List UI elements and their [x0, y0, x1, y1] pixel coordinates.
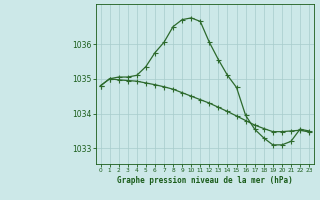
X-axis label: Graphe pression niveau de la mer (hPa): Graphe pression niveau de la mer (hPa): [117, 176, 293, 185]
